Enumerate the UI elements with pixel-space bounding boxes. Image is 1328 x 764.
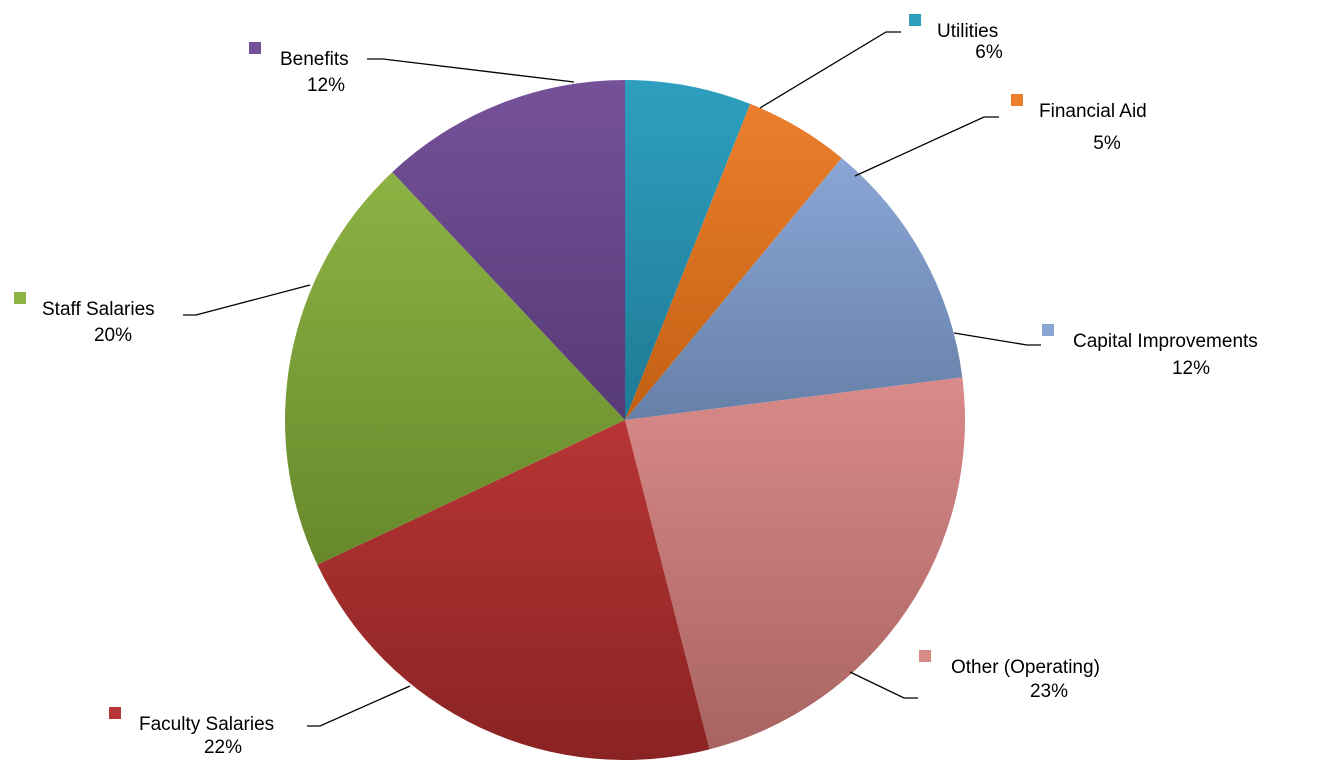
leader-line-faculty-salaries (307, 685, 411, 727)
label-swatch-benefits (249, 42, 261, 54)
slice-label-utilities: Utilities (937, 21, 998, 42)
slice-percent-utilities: 6% (975, 42, 1003, 63)
label-swatch-utilities (909, 14, 921, 26)
slice-percent-faculty-salaries: 22% (204, 737, 242, 758)
leader-line-staff-salaries (183, 284, 311, 316)
pie-slice-capital-improvements (625, 158, 963, 420)
leader-line-capital-improvements (953, 332, 1041, 346)
slice-label-benefits: Benefits (280, 49, 349, 70)
label-swatch-faculty-salaries (109, 707, 121, 719)
slice-label-financial-aid: Financial Aid (1039, 101, 1147, 122)
leader-line-financial-aid (854, 116, 999, 177)
leader-line-utilities (759, 31, 901, 109)
slice-label-staff-salaries: Staff Salaries (42, 299, 155, 320)
slice-label-other-operating: Other (Operating) (951, 657, 1100, 678)
slice-percent-capital-improvements: 12% (1172, 358, 1210, 379)
pie-slice-staff-salaries (285, 172, 625, 565)
slice-label-faculty-salaries: Faculty Salaries (139, 714, 274, 735)
slice-percent-financial-aid: 5% (1093, 133, 1121, 154)
pie-slice-financial-aid (625, 103, 842, 420)
pie-slice-other-operating (625, 377, 966, 750)
label-swatch-capital-improvements (1042, 324, 1054, 336)
slice-percent-benefits: 12% (307, 75, 345, 96)
pie-slice-benefits (392, 80, 625, 420)
slice-percent-staff-salaries: 20% (94, 325, 132, 346)
pie-slice-utilities (625, 80, 751, 420)
slice-percent-other-operating: 23% (1030, 681, 1068, 702)
pie-slices (285, 80, 966, 760)
leader-lines (183, 31, 1041, 727)
label-swatch-staff-salaries (14, 292, 26, 304)
label-swatch-other-operating (919, 650, 931, 662)
pie-slice-faculty-salaries (317, 420, 710, 760)
leader-line-other-operating (849, 671, 918, 699)
label-swatch-financial-aid (1011, 94, 1023, 106)
slice-label-capital-improvements: Capital Improvements (1073, 331, 1258, 352)
leader-line-benefits (367, 58, 575, 83)
